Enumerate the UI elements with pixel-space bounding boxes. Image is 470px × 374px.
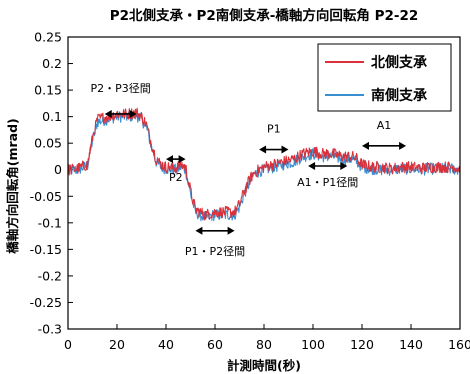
arrow-head	[166, 155, 173, 164]
y-tick-label: -0.05	[30, 189, 62, 204]
arrow-head	[104, 109, 112, 118]
annotation-label: P2・P3径間	[91, 82, 151, 95]
y-tick-label: 0.05	[34, 136, 62, 151]
x-tick-label: 20	[109, 337, 125, 352]
arrow-head	[129, 109, 137, 118]
annotation-label: P1・P2径間	[185, 245, 245, 258]
y-tick-label: -0.25	[30, 295, 62, 310]
y-tick-label: 0	[54, 162, 62, 177]
plot-area-frame	[67, 36, 461, 330]
x-tick-label: 120	[350, 337, 374, 352]
annotation-label: A1	[377, 119, 392, 132]
annotation-layer: P2・P3径間 P2 P1・P2径間 P1 A1・P1径間 A1	[91, 82, 407, 258]
y-tick-label: -0.2	[38, 268, 62, 283]
legend: 北側支承 南側支承	[317, 43, 452, 112]
y-tick-label: -0.1	[38, 215, 62, 230]
legend-label-north: 北側支承	[371, 54, 427, 71]
y-tick-label: 0.2	[42, 56, 62, 71]
arrow-head	[362, 141, 369, 150]
arrow-head	[281, 145, 289, 154]
y-tick-label: 0.25	[34, 30, 62, 45]
x-tick-label: 160	[448, 337, 470, 352]
x-tick-label: 40	[158, 337, 174, 352]
y-tick-label: 0.1	[42, 109, 62, 124]
series-layer	[67, 107, 461, 222]
x-tick-label: 100	[301, 337, 325, 352]
x-axis-label: 計測時間(秒)	[227, 358, 301, 373]
legend-label-south: 南側支承	[371, 87, 427, 104]
y-tick-label: 0.15	[34, 83, 62, 98]
y-tick-label: -0.15	[30, 242, 62, 257]
legend-box	[317, 43, 452, 112]
arrow-head	[195, 226, 203, 235]
annotation-label: P1	[267, 123, 281, 136]
chart-title: P2北側支承・P2南側支承-橋軸方向回転角 P2-22	[110, 7, 419, 24]
arrow-head	[399, 141, 407, 150]
arrow-head	[259, 145, 267, 154]
x-tick-label: 140	[399, 337, 423, 352]
x-tick-label: 60	[207, 337, 223, 352]
annotation-label: P2	[169, 171, 183, 184]
arrow-head	[227, 226, 235, 235]
annotation-label: A1・P1径間	[297, 176, 358, 189]
x-tick-label: 80	[256, 337, 272, 352]
arrow-head	[178, 155, 186, 164]
y-tick-label: -0.3	[38, 322, 62, 337]
y-axis-label: 橋軸方向回転角(mrad)	[5, 118, 20, 254]
x-tick-label: 0	[64, 337, 72, 352]
arrow-head	[340, 162, 348, 171]
ticks-layer: 0.25 0.2 0.15 0.1 0.05 0 -0.05 -0.1 -0.15 -0.2 -0.…	[30, 30, 470, 353]
arrow-head	[308, 162, 316, 171]
